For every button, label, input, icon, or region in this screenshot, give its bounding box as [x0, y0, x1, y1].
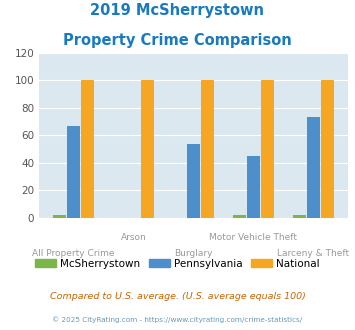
Bar	[187, 144, 200, 218]
Legend: McSherrystown, Pennsylvania, National: McSherrystown, Pennsylvania, National	[31, 254, 324, 273]
Bar	[261, 80, 274, 218]
Bar	[321, 80, 334, 218]
Bar	[293, 215, 306, 218]
Bar	[67, 126, 80, 218]
Text: Arson: Arson	[121, 233, 147, 242]
Text: 2019 McSherrystown: 2019 McSherrystown	[91, 3, 264, 18]
Text: All Property Crime: All Property Crime	[33, 249, 115, 258]
Text: Motor Vehicle Theft: Motor Vehicle Theft	[209, 233, 297, 242]
Bar	[81, 80, 94, 218]
Bar	[53, 215, 66, 218]
Bar	[141, 80, 154, 218]
Bar	[233, 215, 246, 218]
Bar	[307, 117, 320, 218]
Text: © 2025 CityRating.com - https://www.cityrating.com/crime-statistics/: © 2025 CityRating.com - https://www.city…	[53, 317, 302, 323]
Bar	[247, 156, 260, 218]
Text: Burglary: Burglary	[174, 249, 213, 258]
Text: Property Crime Comparison: Property Crime Comparison	[63, 33, 292, 48]
Bar	[201, 80, 214, 218]
Text: Larceny & Theft: Larceny & Theft	[277, 249, 349, 258]
Text: Compared to U.S. average. (U.S. average equals 100): Compared to U.S. average. (U.S. average …	[50, 292, 305, 301]
